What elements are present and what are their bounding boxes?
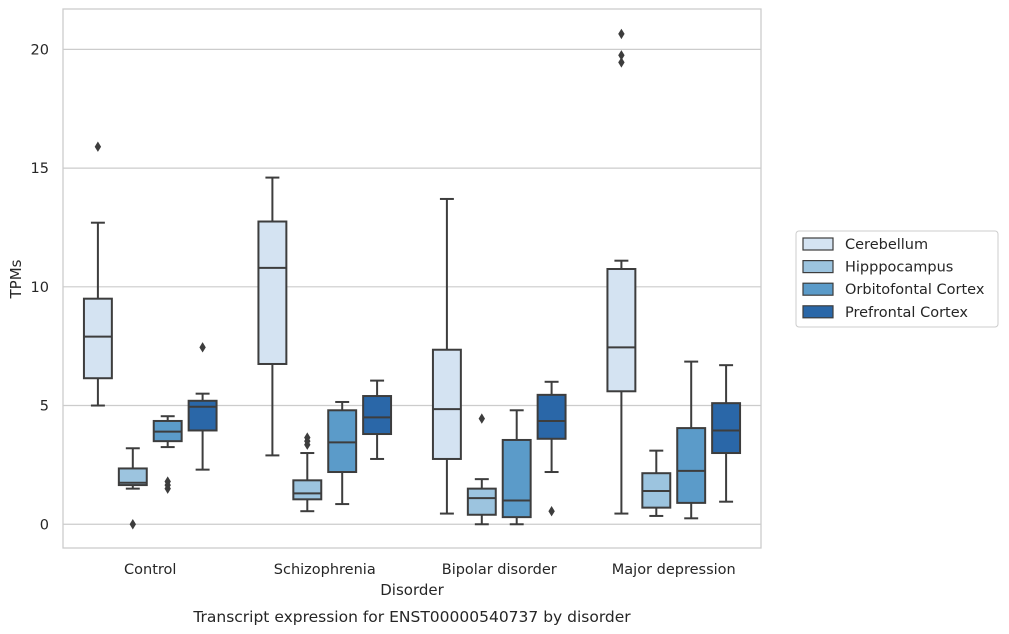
plot-frame xyxy=(62,8,762,549)
outlier-point xyxy=(618,28,625,40)
box-orbitofontal-cortex xyxy=(676,360,707,520)
outlier-point xyxy=(618,50,625,61)
box-prefrontal-cortex xyxy=(362,379,393,460)
x-tick-label: Major depression xyxy=(612,562,736,578)
iqr-box xyxy=(606,268,637,393)
legend-entry-label: Prefrontal Cortex xyxy=(845,305,968,321)
x-tick-label: Control xyxy=(124,562,176,578)
x-tick-label: Bipolar disorder xyxy=(442,562,557,578)
box-hipppocampus xyxy=(466,413,497,526)
box-cerebellum xyxy=(606,28,637,515)
legend-swatch xyxy=(802,282,834,296)
iqr-box xyxy=(466,487,497,516)
legend-entry-label: Cerebellum xyxy=(845,237,928,253)
y-tick-label: 0 xyxy=(40,517,49,533)
iqr-box xyxy=(676,427,707,504)
box-cerebellum xyxy=(82,141,113,407)
iqr-box xyxy=(431,348,462,460)
iqr-box xyxy=(292,479,323,501)
outlier-point xyxy=(478,413,485,424)
y-tick-label: 20 xyxy=(31,42,49,58)
iqr-box xyxy=(117,467,148,487)
box-hipppocampus xyxy=(117,447,148,530)
box-plot-area xyxy=(82,28,742,530)
box-cerebellum xyxy=(431,197,462,515)
legend-swatch xyxy=(802,305,834,319)
iqr-box xyxy=(187,399,218,432)
iqr-box xyxy=(257,220,288,365)
x-axis-label: Disorder xyxy=(380,581,444,599)
legend: Cerebellum Hipppocampus Orbitofontal Corte… xyxy=(795,230,999,328)
box-orbitofontal-cortex xyxy=(501,409,532,526)
legend-entry-label: Orbitofontal Cortex xyxy=(845,282,985,298)
legend-swatch xyxy=(802,260,834,274)
y-axis-label: TPMs xyxy=(7,259,25,299)
x-axis-ticks: Control Schizophrenia Bipolar disorder Majo… xyxy=(124,562,736,578)
box-orbitofontal-cortex xyxy=(327,400,358,506)
iqr-box xyxy=(536,393,567,440)
box-prefrontal-cortex xyxy=(187,342,218,471)
outlier-point xyxy=(548,505,555,517)
outlier-point xyxy=(129,519,136,530)
grid-lines xyxy=(63,48,761,525)
outlier-point xyxy=(304,432,311,443)
y-axis-ticks: 0 5 10 15 20 xyxy=(31,42,49,533)
box-hipppocampus xyxy=(292,432,323,513)
iqr-box xyxy=(327,409,358,474)
legend-frame xyxy=(795,230,999,328)
iqr-box xyxy=(501,438,532,519)
chart-caption: Transcript expression for ENST0000054073… xyxy=(192,608,631,626)
outlier-point xyxy=(94,141,102,152)
x-tick-label: Schizophrenia xyxy=(274,562,376,578)
y-tick-label: 5 xyxy=(40,399,49,415)
iqr-box xyxy=(82,297,113,380)
legend-entry-label: Hipppocampus xyxy=(845,260,953,276)
outlier-point xyxy=(199,342,206,353)
outlier-point xyxy=(164,476,171,487)
box-prefrontal-cortex xyxy=(711,364,742,503)
iqr-box xyxy=(711,402,742,455)
iqr-box xyxy=(362,395,393,436)
y-tick-label: 10 xyxy=(31,280,49,296)
box-orbitofontal-cortex xyxy=(152,415,183,494)
outlier-point xyxy=(618,57,625,68)
y-tick-label: 15 xyxy=(31,161,49,177)
box-hipppocampus xyxy=(641,449,672,517)
box-prefrontal-cortex xyxy=(536,380,567,517)
legend-swatch xyxy=(802,237,834,251)
box-cerebellum xyxy=(257,176,288,457)
